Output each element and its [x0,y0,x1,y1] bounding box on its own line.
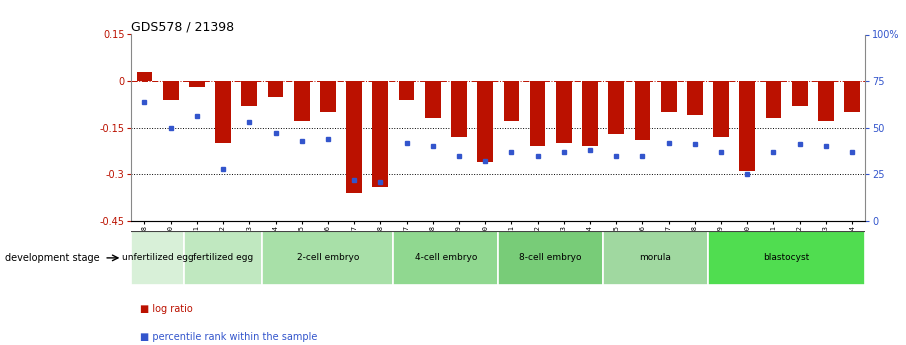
Bar [660,81,677,112]
Bar [451,81,467,137]
Text: GDS578 / 21398: GDS578 / 21398 [131,20,235,33]
Bar [844,81,860,112]
Bar [393,231,498,285]
Text: fertilized egg: fertilized egg [193,253,254,263]
Bar [792,81,807,106]
Bar [504,81,519,121]
Bar [267,81,284,97]
Bar [498,231,603,285]
Bar [241,81,257,106]
Bar [263,231,393,285]
Text: blastocyst: blastocyst [764,253,810,263]
Text: ■ percentile rank within the sample: ■ percentile rank within the sample [140,332,318,342]
Bar [294,81,310,121]
Bar [739,81,755,171]
Bar [189,81,205,87]
Bar [609,81,624,134]
Bar [477,81,493,162]
Bar [131,231,184,285]
Bar [320,81,336,112]
Bar [556,81,572,143]
Bar [346,81,362,193]
Bar [372,81,388,187]
Bar [530,81,545,146]
Bar [713,81,729,137]
Text: unfertilized egg: unfertilized egg [121,253,194,263]
Text: morula: morula [640,253,671,263]
Text: development stage: development stage [5,253,99,263]
Bar [583,81,598,146]
Text: 4-cell embryo: 4-cell embryo [415,253,477,263]
Bar [184,231,263,285]
Bar [137,72,152,81]
Bar [425,81,440,118]
Bar [708,231,865,285]
Bar [216,81,231,143]
Bar [818,81,834,121]
Text: 2-cell embryo: 2-cell embryo [297,253,359,263]
Text: ■ log ratio: ■ log ratio [140,304,193,314]
Bar [766,81,781,118]
Text: 8-cell embryo: 8-cell embryo [519,253,582,263]
Bar [687,81,703,115]
Bar [163,81,178,100]
Bar [603,231,708,285]
Bar [634,81,651,140]
Bar [399,81,414,100]
